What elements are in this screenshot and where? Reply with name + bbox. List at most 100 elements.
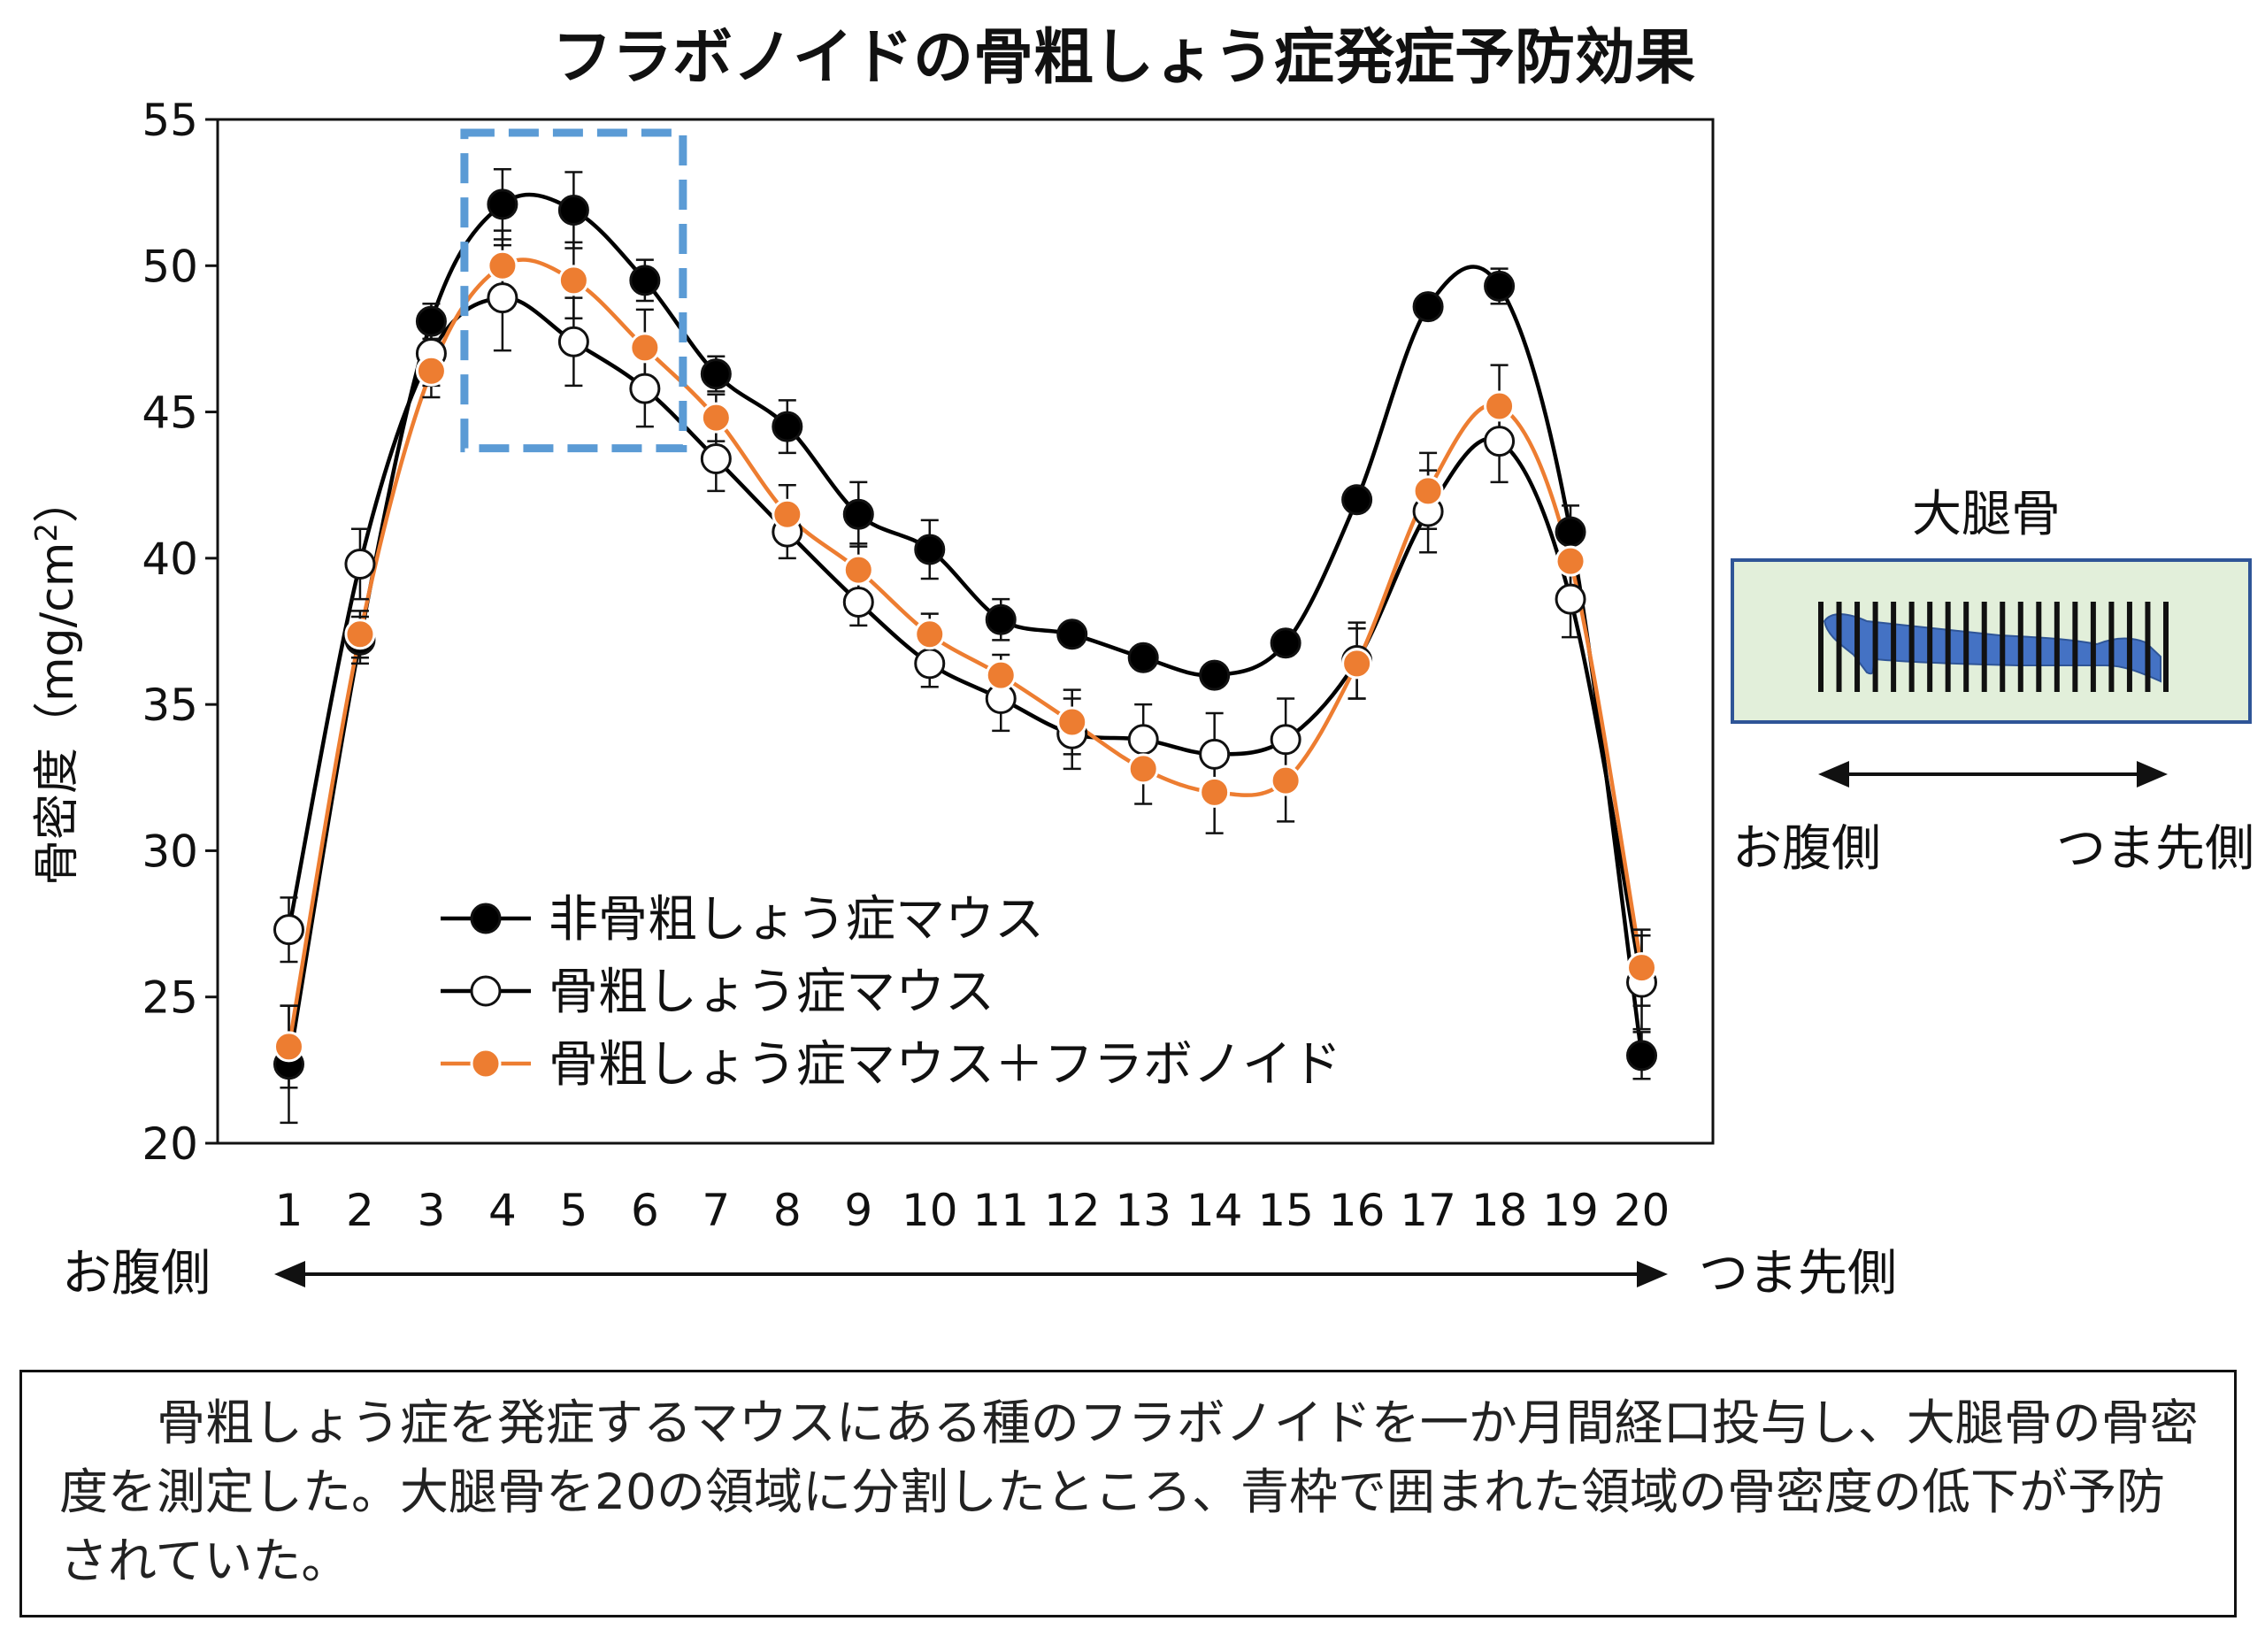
data-point-series-3 — [1555, 545, 1586, 577]
data-points — [273, 188, 1658, 1080]
x-tick-label: 10 — [902, 1185, 958, 1236]
plot-frame — [216, 118, 1715, 1145]
x-direction-arrow-right-head — [1637, 1261, 1668, 1287]
x-tick-label: 6 — [631, 1185, 659, 1236]
data-point-series-1 — [1270, 627, 1301, 659]
data-point-series-1 — [1555, 516, 1586, 548]
data-point-series-1 — [557, 194, 589, 226]
x-tick-label: 17 — [1400, 1185, 1456, 1236]
data-point-series-3 — [772, 498, 803, 530]
highlight-region — [460, 128, 687, 453]
data-point-series-2 — [344, 548, 376, 580]
x-tick-label: 9 — [844, 1185, 872, 1236]
data-point-series-3 — [629, 332, 661, 364]
x-tick-label: 2 — [346, 1185, 374, 1236]
data-point-series-3 — [1270, 765, 1301, 796]
data-point-series-3 — [344, 619, 376, 650]
data-point-series-1 — [1412, 291, 1444, 323]
data-point-series-3 — [1056, 706, 1088, 738]
x-tick-label: 7 — [702, 1185, 730, 1236]
data-point-series-1 — [1626, 1040, 1658, 1072]
y-axis-ticks: 20 25 30 35 40 45 50 55 — [142, 95, 218, 1170]
series-line-2 — [287, 296, 1644, 983]
legend-marker-3 — [470, 1048, 502, 1080]
x-tick-label: 15 — [1257, 1185, 1314, 1236]
data-point-series-2 — [1484, 426, 1516, 457]
data-point-series-1 — [629, 265, 661, 296]
data-point-series-3 — [1484, 390, 1516, 422]
data-point-series-3 — [415, 355, 447, 387]
data-point-series-2 — [700, 442, 732, 474]
data-point-series-3 — [1626, 952, 1658, 984]
data-point-series-3 — [273, 1031, 304, 1063]
y-axis-label-sup: 2 — [29, 523, 65, 542]
inset-left-label: お腹側 — [1732, 820, 1881, 878]
x-tick-label: 20 — [1614, 1185, 1670, 1236]
inset-arrow-left-head — [1818, 761, 1849, 788]
x-direction-arrow-left-head — [274, 1261, 305, 1287]
x-tick-label: 8 — [773, 1185, 802, 1236]
data-point-series-1 — [487, 188, 518, 220]
data-point-series-1 — [700, 358, 732, 390]
data-point-series-3 — [842, 554, 874, 586]
x-tick-label: 12 — [1044, 1185, 1101, 1236]
data-point-series-3 — [914, 619, 946, 650]
inset-right-label: つま先側 — [2056, 820, 2254, 878]
x-tick-label: 18 — [1471, 1185, 1528, 1236]
data-point-series-1 — [1341, 484, 1373, 516]
data-point-series-1 — [1056, 619, 1088, 650]
y-tick-label: 55 — [142, 95, 198, 146]
legend-label-1: 非骨粗しょう症マウス — [549, 891, 1044, 949]
caption-text: 骨粗しょう症を発症するマウスにある種のフラボノイドを一か月間経口投与し、大腿骨の… — [59, 1395, 2199, 1589]
y-tick-label: 20 — [142, 1118, 198, 1170]
x-tick-label: 19 — [1542, 1185, 1599, 1236]
data-point-series-1 — [1127, 642, 1159, 673]
chart-title: フラボノイドの骨粗しょう症発症予防効果 — [552, 23, 1695, 93]
legend-marker-2 — [470, 975, 502, 1007]
y-tick-label: 35 — [142, 680, 198, 731]
data-point-series-1 — [1484, 270, 1516, 302]
series-line-3 — [287, 257, 1644, 1048]
y-axis-label: 骨密度（mg/cm2） — [29, 477, 84, 886]
data-point-series-1 — [1199, 659, 1231, 691]
data-point-series-1 — [772, 411, 803, 442]
data-point-series-2 — [914, 648, 946, 680]
data-point-series-1 — [914, 534, 946, 565]
data-point-series-2 — [273, 914, 304, 946]
y-tick-label: 45 — [142, 388, 198, 439]
x-axis-ticks: 1 2 3 4 5 6 7 8 9 10 11 12 13 14 15 16 17 18 19 20 — [275, 1185, 1670, 1236]
y-tick-label: 50 — [142, 241, 198, 292]
x-direction-indicator: お腹側 つま先側 — [62, 1245, 1897, 1302]
inset-region-stripes — [1818, 602, 2169, 692]
x-tick-label: 11 — [972, 1185, 1029, 1236]
x-tick-label: 16 — [1329, 1185, 1386, 1236]
x-tick-label: 13 — [1115, 1185, 1171, 1236]
x-tick-label: 14 — [1186, 1185, 1243, 1236]
data-point-series-3 — [487, 250, 518, 281]
data-point-series-3 — [1199, 776, 1231, 808]
y-tick-label: 25 — [142, 972, 198, 1024]
x-tick-label: 4 — [488, 1185, 517, 1236]
data-point-series-2 — [842, 586, 874, 618]
inset-arrow-right-head — [2137, 761, 2168, 788]
x-direction-right-label: つま先側 — [1699, 1245, 1897, 1302]
legend-label-2: 骨粗しょう症マウス — [549, 964, 994, 1021]
caption-box: 骨粗しょう症を発症するマウスにある種のフラボノイドを一か月間経口投与し、大腿骨の… — [19, 1370, 2237, 1617]
data-point-series-3 — [1341, 648, 1373, 680]
y-axis-label-close: ） — [31, 477, 84, 523]
data-point-series-1 — [842, 498, 874, 530]
data-point-series-3 — [700, 402, 732, 434]
data-point-series-1 — [985, 603, 1017, 635]
data-point-series-1 — [415, 305, 447, 337]
y-tick-label: 40 — [142, 534, 198, 585]
legend-label-3: 骨粗しょう症マウス＋フラボノイド — [549, 1036, 1341, 1094]
highlight-box — [460, 128, 687, 453]
data-point-series-3 — [1412, 475, 1444, 507]
legend-marker-1 — [470, 903, 502, 934]
data-point-series-2 — [1127, 724, 1159, 756]
data-point-series-2 — [487, 282, 518, 314]
data-point-series-2 — [1199, 738, 1231, 770]
x-tick-label: 5 — [559, 1185, 587, 1236]
